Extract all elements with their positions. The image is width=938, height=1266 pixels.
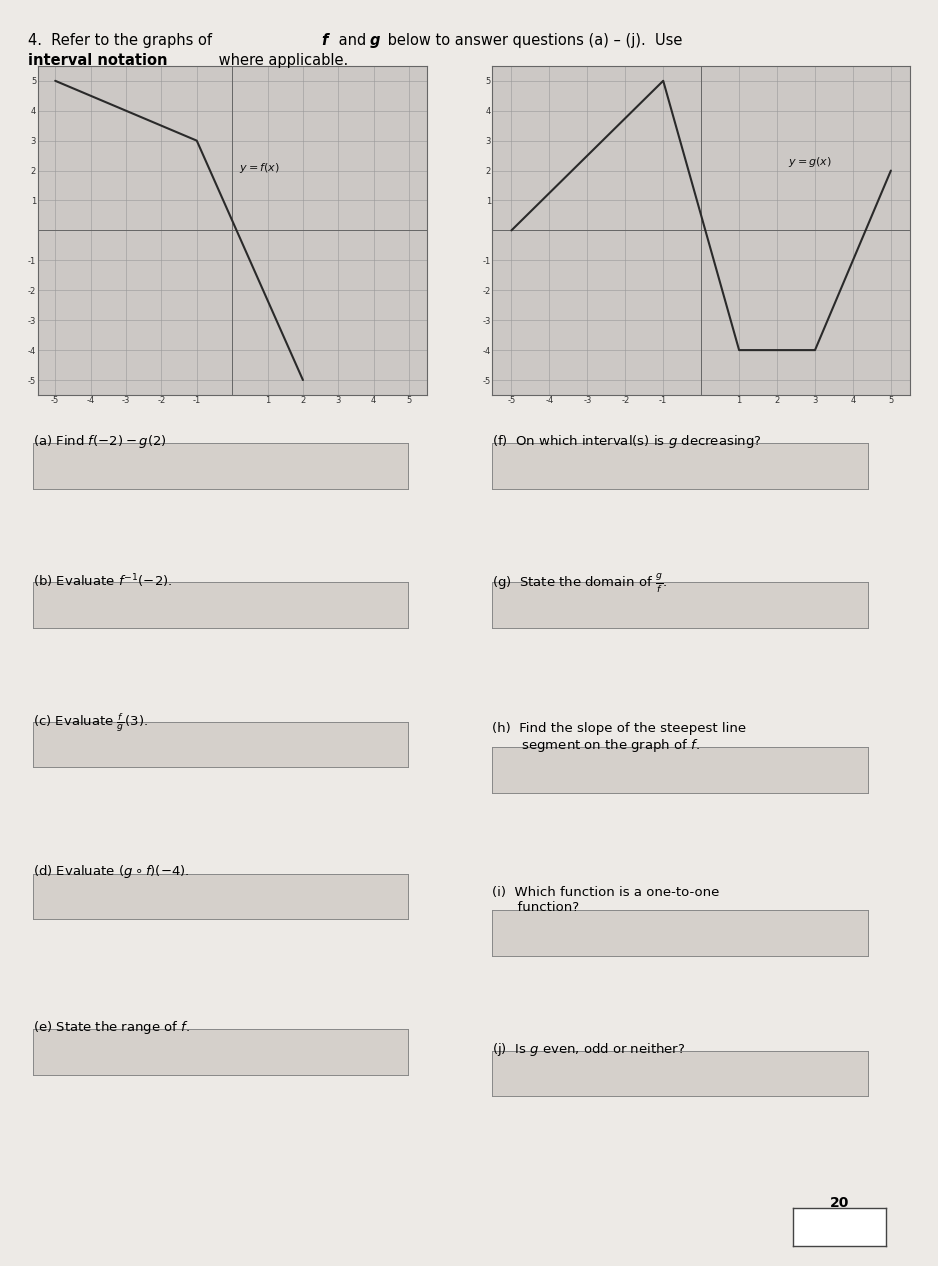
Text: (d) Evaluate $(g\circ f)(-4)$.: (d) Evaluate $(g\circ f)(-4)$. (33, 863, 189, 880)
Text: $y = g(x)$: $y = g(x)$ (789, 154, 832, 168)
Text: 20: 20 (830, 1196, 849, 1210)
Text: (i)  Which function is a one-to-one
      function?: (i) Which function is a one-to-one funct… (492, 886, 719, 914)
Text: 4.  Refer to the graphs of: 4. Refer to the graphs of (28, 33, 217, 48)
Text: (e) State the range of $f$.: (e) State the range of $f$. (33, 1019, 189, 1036)
Text: (j)  Is $g$ even, odd or neither?: (j) Is $g$ even, odd or neither? (492, 1041, 686, 1057)
Text: (f)  On which interval(s) is $g$ decreasing?: (f) On which interval(s) is $g$ decreasi… (492, 433, 762, 449)
Text: (g)  State the domain of $\frac{g}{f}$.: (g) State the domain of $\frac{g}{f}$. (492, 572, 668, 595)
Text: g: g (370, 33, 380, 48)
Text: below to answer questions (a) – (j).  Use: below to answer questions (a) – (j). Use (383, 33, 682, 48)
Text: (c) Evaluate $\frac{f}{g}(3)$.: (c) Evaluate $\frac{f}{g}(3)$. (33, 711, 148, 733)
Text: where applicable.: where applicable. (214, 53, 348, 68)
Text: f: f (321, 33, 327, 48)
Text: interval notation: interval notation (28, 53, 168, 68)
Text: $y = f(x)$: $y = f(x)$ (239, 161, 280, 175)
Text: (h)  Find the slope of the steepest line
       segment on the graph of $f$.: (h) Find the slope of the steepest line … (492, 722, 747, 755)
Text: (b) Evaluate $f^{-1}(-2)$.: (b) Evaluate $f^{-1}(-2)$. (33, 572, 173, 590)
Text: (a) Find $f(-2)-g(2)$: (a) Find $f(-2)-g(2)$ (33, 433, 167, 449)
Text: and: and (334, 33, 371, 48)
